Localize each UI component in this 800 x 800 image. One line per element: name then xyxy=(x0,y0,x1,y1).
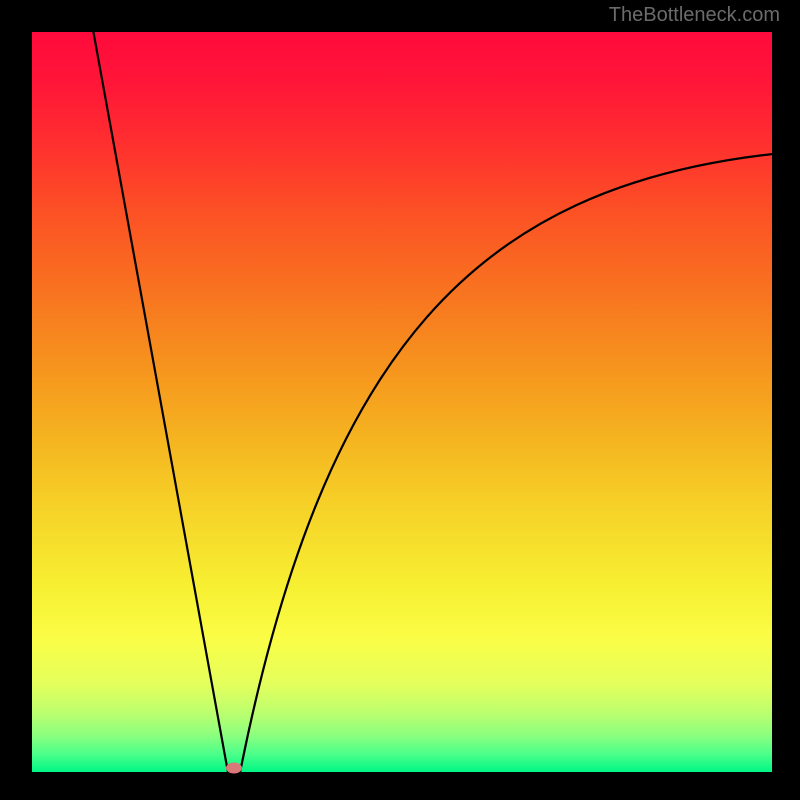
minimum-marker xyxy=(226,763,242,774)
chart-plot-area xyxy=(32,32,772,772)
watermark-text: TheBottleneck.com xyxy=(609,4,780,27)
bottleneck-curve xyxy=(32,32,772,772)
